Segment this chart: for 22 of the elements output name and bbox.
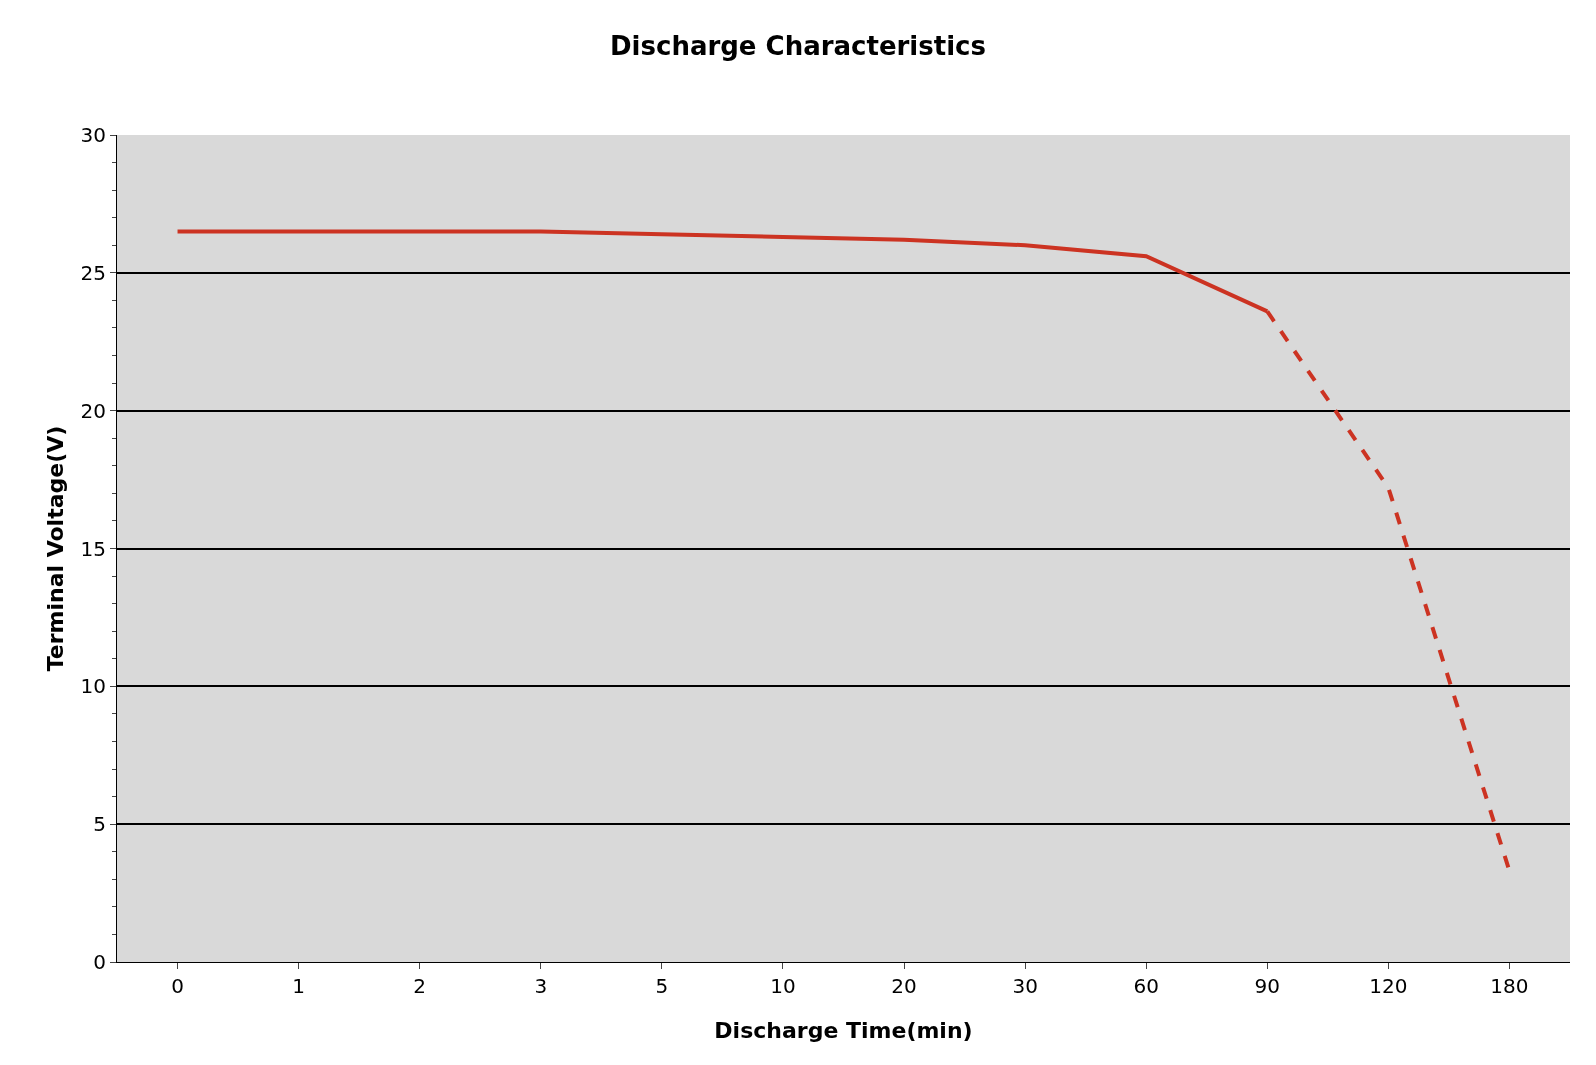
x-tick-label: 0 [171,974,184,998]
x-tick-label: 180 [1490,974,1529,998]
y-tick-label: 15 [80,536,106,561]
y-tick-label: 10 [80,674,106,699]
x-tick-label: 3 [534,974,548,998]
x-tick-label: 5 [655,974,669,998]
x-axis-title: Discharge Time(min) [714,1018,973,1043]
x-tick-label: 60 [1133,974,1159,998]
x-tick-label: 120 [1369,974,1408,998]
chart-title: Discharge Characteristics [610,31,986,62]
y-tick-label: 30 [80,123,106,147]
x-tick-label: 2 [413,974,427,998]
y-tick-label: 5 [93,812,106,837]
x-tick-label: 90 [1254,974,1281,998]
x-tick-label: 10 [770,974,796,998]
y-tick-label: 20 [80,398,106,423]
x-tick-label: 20 [891,974,917,998]
x-tick-label: 1 [292,974,305,998]
y-tick-label: 25 [80,260,106,285]
x-tick-label: 30 [1012,974,1038,998]
y-tick-label: 0 [93,950,106,974]
y-axis-title: Terminal Voltage(V) [43,425,68,672]
